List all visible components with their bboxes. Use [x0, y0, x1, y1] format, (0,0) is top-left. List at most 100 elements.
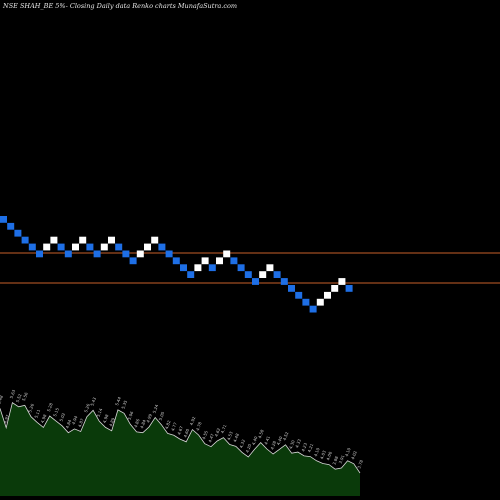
renko-brick [266, 264, 274, 272]
renko-brick [180, 264, 187, 272]
renko-brick [28, 243, 36, 251]
renko-brick [129, 257, 137, 265]
volume-label: 4.30 [288, 439, 296, 450]
volume-label: 5.26 [27, 403, 35, 414]
renko-brick [252, 278, 259, 285]
renko-brick [223, 250, 231, 258]
volume-label: 4.21 [307, 442, 315, 453]
volume-label: 4.92 [189, 415, 197, 426]
volume-label: 5.43 [89, 396, 97, 407]
volume-label: 5.63 [9, 389, 17, 400]
renko-brick [324, 291, 331, 299]
renko-brick [194, 264, 202, 272]
volume-label: 5.05 [158, 411, 166, 422]
volume-label: 4.40 [276, 435, 284, 446]
renko-brick [309, 305, 317, 313]
volume-label: 4.94 [71, 415, 79, 426]
volume-label: 4.23 [300, 442, 308, 453]
volume-label: 3.88 [331, 455, 339, 466]
volume-label: 4.33 [294, 438, 302, 449]
volume-label: 5.35 [120, 399, 128, 410]
renko-brick [43, 243, 51, 251]
renko-bricks [0, 216, 353, 313]
volume-label: 5.24 [151, 403, 159, 414]
volume-label: 4.62 [213, 427, 221, 438]
renko-brick [172, 257, 180, 265]
volume-label: 5.56 [21, 391, 29, 402]
volume-label: 4.32 [238, 438, 246, 449]
volume-label: 5.15 [52, 407, 60, 418]
renko-brick [280, 278, 288, 285]
volume-label: 4.84 [65, 419, 73, 430]
volume-label: 5.06 [127, 410, 135, 421]
reference-lines [0, 252, 500, 284]
volume-label: 4.89 [108, 417, 116, 428]
renko-brick [316, 298, 324, 306]
renko-brick [72, 243, 79, 251]
renko-brick [36, 250, 43, 258]
volume-label: 4.41 [263, 435, 271, 446]
renko-brick [144, 243, 151, 251]
volume-panel: 5.484.975.635.525.565.265.114.985.285.15… [0, 389, 364, 496]
volume-label: 4.77 [170, 421, 178, 432]
renko-brick [0, 216, 7, 223]
renko-brick [273, 271, 281, 278]
renko-brick [115, 243, 123, 251]
volume-label: 4.60 [182, 428, 190, 439]
volume-label: 5.14 [96, 407, 104, 418]
volume-label: 4.86 [133, 418, 141, 429]
renko-brick [57, 243, 65, 251]
volume-label: 4.52 [282, 431, 290, 442]
volume-label: 4.84 [139, 419, 147, 430]
volume-label: 4.82 [164, 419, 172, 430]
renko-brick [165, 250, 173, 258]
renko-brick [86, 243, 94, 251]
renko-brick [14, 229, 22, 237]
volume-label: 3.78 [356, 459, 364, 470]
renko-brick [230, 257, 238, 265]
renko-brick [50, 236, 58, 244]
renko-brick [208, 264, 216, 272]
volume-label: 4.55 [201, 430, 209, 441]
volume-label: 4.87 [77, 417, 85, 428]
volume-label: 5.02 [58, 412, 66, 423]
renko-brick [64, 250, 72, 258]
volume-label: 4.00 [325, 450, 333, 461]
volume-line [0, 402, 361, 474]
renko-brick [93, 250, 101, 258]
volume-label: 4.58 [257, 428, 265, 439]
volume-label: 4.48 [232, 432, 240, 443]
renko-brick [338, 278, 346, 285]
renko-brick [21, 236, 29, 244]
volume-label: 4.53 [226, 430, 234, 441]
volume-label: 4.28 [269, 440, 277, 451]
renko-brick [288, 285, 295, 292]
volume-label: 5.28 [46, 402, 54, 413]
volume-label: 4.71 [220, 423, 228, 434]
renko-brick [122, 250, 130, 258]
renko-brick [216, 257, 223, 265]
renko-brick [100, 243, 108, 251]
volume-label: 5.48 [0, 394, 4, 405]
volume-label: 4.98 [102, 413, 110, 424]
volume-label: 4.99 [145, 413, 153, 424]
volume-label: 4.97 [2, 414, 10, 425]
volume-label: 4.10 [344, 447, 352, 458]
volume-label: 5.26 [83, 403, 91, 414]
volume-label: 4.40 [251, 435, 259, 446]
renko-brick [151, 236, 159, 244]
volume-label: 4.78 [195, 421, 203, 432]
renko-brick [7, 222, 15, 230]
renko-brick [244, 271, 252, 278]
renko-brick [136, 250, 144, 258]
renko-brick [345, 285, 353, 292]
volume-label: 5.11 [33, 408, 41, 419]
volume-label: 4.98 [40, 413, 48, 424]
renko-brick [302, 298, 310, 306]
volume-label: 4.10 [313, 447, 321, 458]
chart-title: NSE SHAH_BE 5%- Closing Daily data Renko… [3, 2, 238, 10]
volume-label: 4.02 [350, 450, 358, 461]
renko-brick [201, 257, 209, 265]
renko-brick [295, 291, 303, 299]
